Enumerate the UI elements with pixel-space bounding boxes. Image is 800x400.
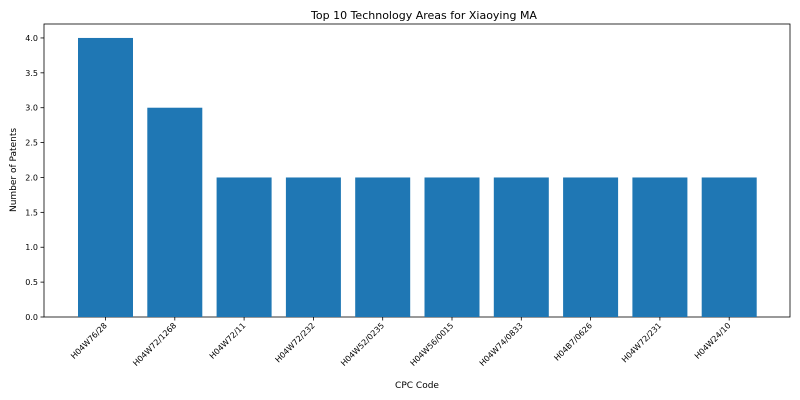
x-tick-label-3: H04W72/232 [274, 321, 317, 364]
bars-group [78, 38, 757, 317]
bar-0 [78, 38, 133, 317]
y-tick-label-8: 4.0 [25, 34, 38, 43]
y-tick-label-1: 0.5 [25, 278, 38, 287]
x-axis-label: CPC Code [395, 381, 439, 391]
bar-9 [702, 177, 757, 317]
y-tick-label-3: 1.5 [25, 208, 38, 217]
bar-4 [355, 177, 410, 317]
x-tick-label-4: H04W52/0235 [339, 321, 386, 368]
y-axis: 0.0 0.5 1.0 1.5 2.0 2.5 3.0 3.5 4.0 [25, 34, 44, 322]
y-tick-label-6: 3.0 [25, 104, 38, 113]
bar-3 [286, 177, 341, 317]
y-tick-label-5: 2.5 [25, 139, 38, 148]
x-tick-label-8: H04W72/231 [620, 321, 663, 364]
x-tick-label-9: H04W24/10 [693, 321, 733, 361]
x-axis: H04W76/28 H04W72/1268 H04W72/11 H04W72/232 H… [69, 317, 732, 368]
x-tick-label-1: H04W72/1268 [131, 321, 178, 368]
y-tick-label-0: 0.0 [25, 313, 38, 322]
x-tick-label-7: H04B7/0626 [552, 321, 594, 363]
bar-5 [425, 177, 480, 317]
x-tick-label-5: H04W56/0015 [409, 321, 456, 368]
y-tick-label-2: 1.0 [25, 243, 38, 252]
x-tick-label-2: H04W72/11 [208, 321, 248, 361]
chart-title: Top 10 Technology Areas for Xiaoying MA [310, 9, 537, 22]
bar-8 [632, 177, 687, 317]
bar-1 [147, 108, 202, 317]
y-axis-label: Number of Patents [9, 128, 19, 212]
x-tick-label-0: H04W76/28 [69, 321, 109, 361]
x-tick-label-6: H04W74/0833 [478, 321, 525, 368]
bar-6 [494, 177, 549, 317]
y-tick-label-7: 3.5 [25, 69, 38, 78]
bar-2 [217, 177, 272, 317]
y-tick-label-4: 2.0 [25, 173, 38, 182]
bar-7 [563, 177, 618, 317]
